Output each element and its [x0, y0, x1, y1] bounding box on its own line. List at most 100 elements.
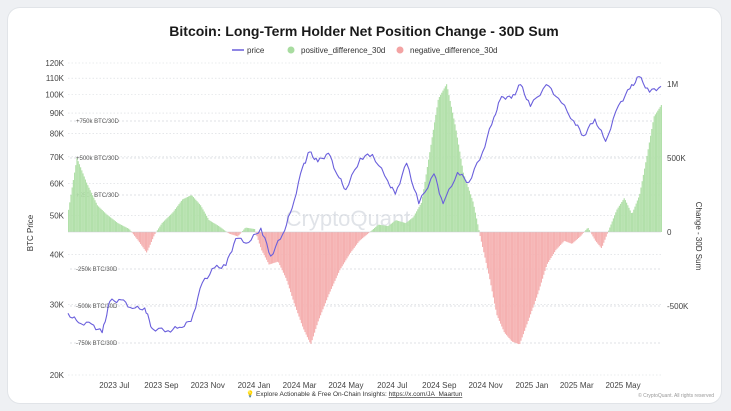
negative-bar: [567, 232, 569, 243]
negative-bar: [269, 232, 271, 265]
positive-bar: [393, 221, 395, 232]
positive-bar: [172, 212, 174, 232]
negative-bar: [599, 232, 601, 247]
negative-bar: [312, 232, 314, 337]
negative-bar: [518, 232, 520, 345]
negative-bar: [548, 232, 550, 262]
positive-bar: [584, 231, 586, 232]
positive-bar: [466, 183, 468, 232]
legend-label-negative_difference_30d: negative_difference_30d: [410, 46, 497, 55]
negative-bar: [542, 232, 544, 279]
negative-bar: [132, 232, 134, 235]
negative-bar: [366, 232, 368, 235]
positive-bar: [251, 228, 253, 232]
negative-bar: [317, 232, 319, 322]
negative-bar: [543, 232, 545, 275]
negative-bar: [486, 232, 488, 269]
positive-bar: [657, 110, 659, 232]
negative-bar: [534, 232, 536, 301]
positive-bar: [438, 96, 440, 232]
positive-bar: [459, 151, 461, 232]
positive-bar: [206, 215, 208, 232]
negative-bar: [507, 232, 509, 337]
footer-link[interactable]: https://x.com/JA_Maartun: [389, 391, 463, 398]
negative-bar: [304, 232, 306, 333]
negative-bar: [516, 232, 518, 344]
positive-bar: [623, 198, 625, 232]
positive-bar: [215, 224, 217, 232]
negative-bar: [131, 232, 133, 233]
positive-bar: [244, 228, 246, 232]
x-tick-label: 2024 Jul: [377, 381, 407, 390]
x-tick-label: 2025 May: [605, 381, 640, 390]
negative-bar: [489, 232, 491, 280]
positive-bar: [652, 122, 654, 232]
positive-bar: [165, 219, 167, 232]
negative-bar: [524, 232, 526, 331]
positive-bar: [69, 202, 71, 232]
positive-bar: [615, 212, 617, 232]
positive-bar: [400, 221, 402, 232]
positive-bar: [386, 225, 388, 232]
positive-bar: [171, 213, 173, 232]
positive-bar: [442, 90, 444, 232]
level-label: -250k BTC/30D: [76, 267, 118, 273]
negative-bar: [300, 232, 302, 324]
negative-bar: [344, 232, 346, 263]
positive-bar: [417, 209, 419, 232]
positive-bar: [375, 226, 377, 232]
negative-bar: [323, 232, 325, 307]
positive-bar: [656, 112, 658, 232]
positive-bar: [458, 144, 460, 232]
positive-bar: [126, 228, 128, 232]
positive-bar: [647, 149, 649, 232]
positive-bar: [124, 226, 126, 232]
negative-bar: [512, 232, 514, 342]
positive-bar: [453, 118, 455, 232]
negative-bar: [362, 232, 364, 239]
positive-bar: [468, 190, 470, 232]
negative-bar: [539, 232, 541, 287]
positive-bar: [394, 220, 396, 232]
positive-bar: [74, 172, 76, 232]
negative-bar: [148, 232, 150, 248]
negative-bar: [324, 232, 326, 304]
negative-bar: [570, 232, 572, 244]
positive-bar: [658, 108, 660, 232]
positive-bar: [210, 221, 212, 232]
negative-bar: [363, 232, 365, 238]
negative-bar: [514, 232, 516, 343]
positive-bar: [616, 209, 618, 232]
negative-bar: [278, 232, 280, 263]
negative-bar: [526, 232, 528, 325]
positive-bar: [460, 158, 462, 232]
positive-bar: [183, 198, 185, 232]
positive-bar: [411, 218, 413, 232]
negative-bar: [336, 232, 338, 276]
negative-bar: [574, 232, 576, 242]
positive-bar: [387, 226, 389, 232]
positive-bar: [416, 211, 418, 232]
positive-bar: [410, 219, 412, 232]
negative-bar: [281, 232, 283, 271]
negative-bar: [293, 232, 295, 304]
positive-bar: [92, 195, 94, 232]
positive-bar: [101, 209, 103, 232]
footer-text: Explore Actionable & Free On-Chain Insig…: [256, 391, 463, 398]
positive-bar: [653, 116, 655, 232]
x-tick-label: 2023 Nov: [191, 381, 225, 390]
negative-bar: [356, 232, 358, 245]
negative-bar: [136, 232, 138, 239]
positive-bar: [432, 129, 434, 232]
negative-bar: [320, 232, 322, 316]
positive-bar: [383, 225, 385, 232]
x-tick-label: 2025 Jan: [515, 381, 548, 390]
negative-bar: [334, 232, 336, 281]
positive-bar: [77, 161, 79, 232]
negative-bar: [364, 232, 366, 237]
negative-bar: [496, 232, 498, 316]
positive-bar: [404, 222, 406, 232]
positive-bar: [224, 230, 226, 232]
positive-bar: [98, 206, 100, 232]
negative-bar: [533, 232, 535, 305]
